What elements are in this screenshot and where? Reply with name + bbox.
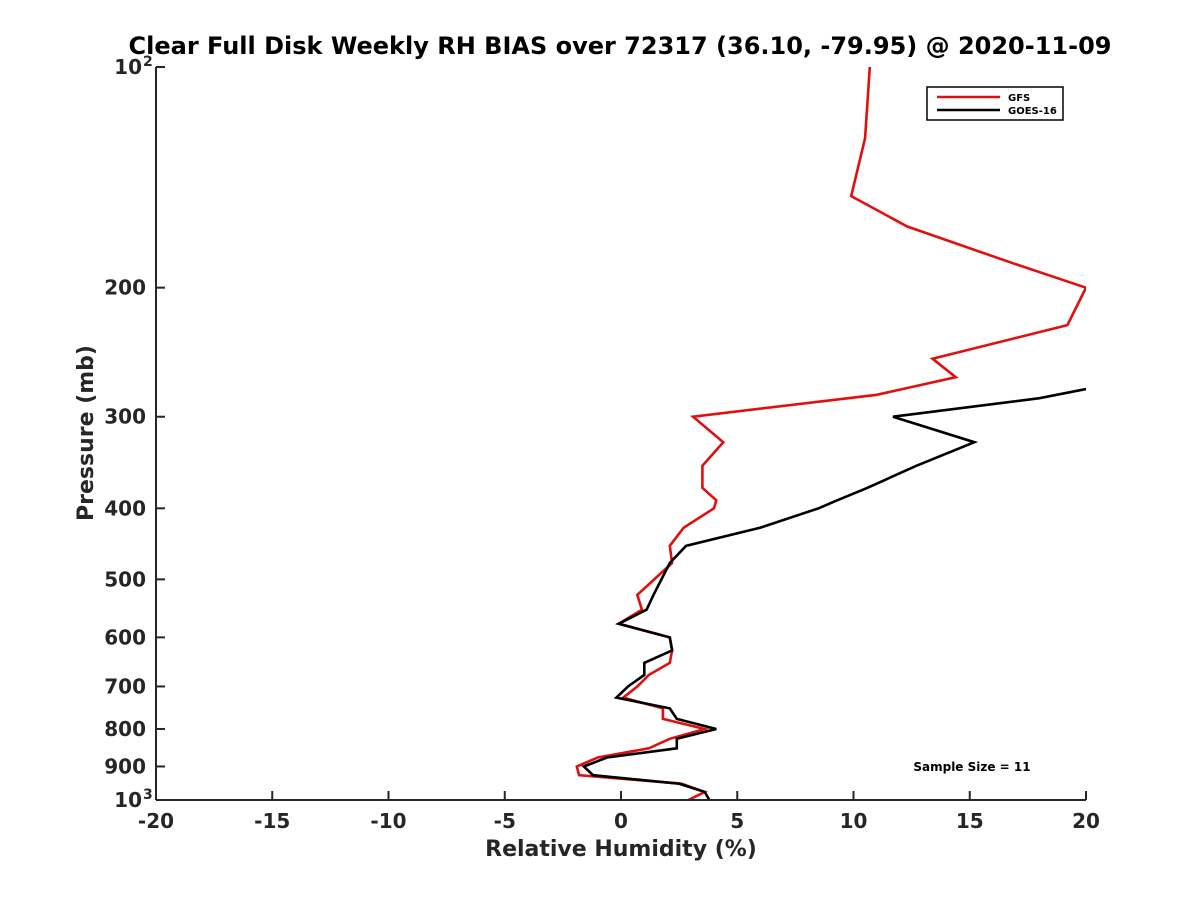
series-line-goes16: [581, 387, 1086, 800]
y-tick-exponent: 2: [143, 54, 153, 70]
x-tick-label: -5: [494, 809, 516, 833]
sample-size-annotation: Sample Size = 11: [913, 760, 1030, 774]
y-tick-label: 10: [114, 55, 142, 79]
y-tick-label: 700: [104, 674, 146, 698]
x-tick-label: 10: [840, 809, 868, 833]
x-tick-label: -10: [370, 809, 406, 833]
y-tick-label: 800: [104, 717, 146, 741]
y-tick-label: 300: [104, 405, 146, 429]
y-axis-label: Pressure (mb): [74, 345, 99, 521]
legend-label-goes16: GOES-16: [1008, 106, 1057, 117]
x-tick-label: 0: [614, 809, 628, 833]
y-tick-label: 200: [104, 276, 146, 300]
x-tick-label: 15: [956, 809, 984, 833]
chart-title: Clear Full Disk Weekly RH BIAS over 7231…: [129, 32, 1112, 60]
plot-lines: [575, 67, 1086, 800]
legend-label-gfs: GFS: [1008, 93, 1030, 104]
x-ticks: -20 -15 -10 -5 0 5 10 15 20: [138, 791, 1100, 833]
x-tick-label: 5: [730, 809, 744, 833]
y-tick-exponent: 3: [143, 787, 153, 803]
y-tick-label: 500: [104, 567, 146, 591]
y-tick-label: 400: [104, 496, 146, 520]
x-axis-label: Relative Humidity (%): [485, 837, 757, 862]
y-tick-label: 900: [104, 754, 146, 778]
legend-box: [926, 86, 1064, 121]
legend: GFS GOES-16: [926, 86, 1064, 121]
x-tick-label: -20: [138, 809, 174, 833]
x-tick-label: 20: [1072, 809, 1100, 833]
y-tick-label: 10: [114, 788, 142, 812]
y-tick-label: 600: [104, 625, 146, 649]
x-tick-label: -15: [254, 809, 290, 833]
